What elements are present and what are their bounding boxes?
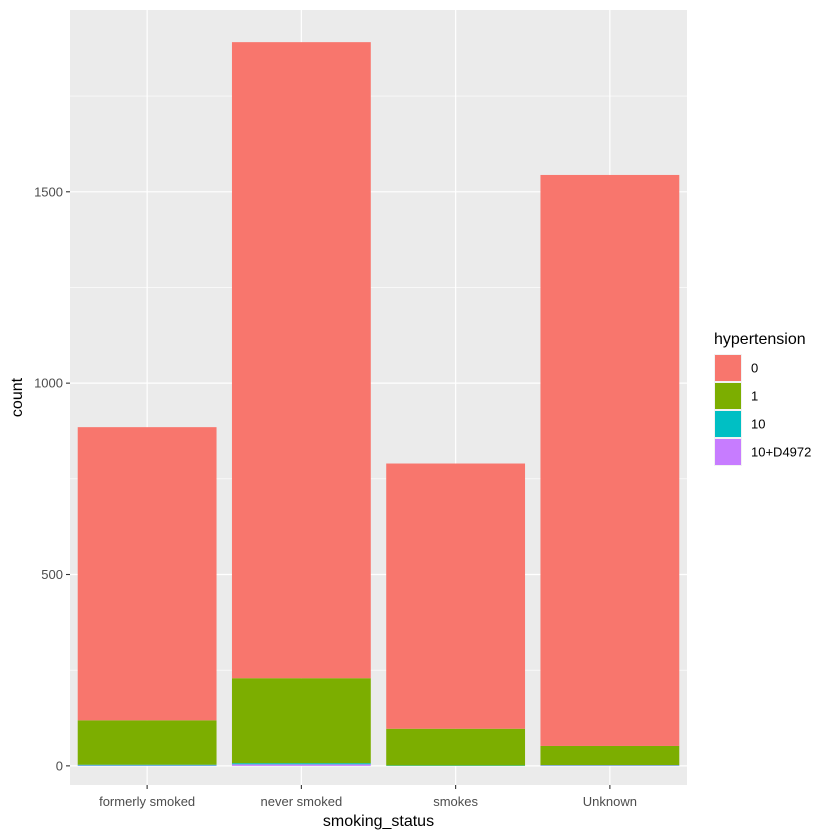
x-tick-label: Unknown bbox=[583, 794, 637, 809]
bar-segment bbox=[540, 745, 680, 766]
legend-label: 10+D4972 bbox=[751, 445, 811, 460]
x-axis: formerly smoked never smoked smokes Unknown bbox=[99, 785, 637, 809]
x-axis-title: smoking_status bbox=[323, 813, 434, 830]
bar-segment bbox=[540, 174, 680, 746]
bar-segment bbox=[231, 764, 371, 766]
legend-swatch bbox=[715, 355, 741, 381]
legend-title: hypertension bbox=[714, 331, 806, 348]
bar-segment bbox=[231, 42, 371, 679]
legend-label: 1 bbox=[751, 389, 758, 404]
legend-swatch bbox=[715, 411, 741, 437]
y-tick-label: 0 bbox=[56, 758, 63, 773]
bar-segment bbox=[231, 763, 371, 765]
bar-segment bbox=[77, 764, 217, 766]
bar-segment bbox=[386, 463, 526, 729]
bars bbox=[77, 42, 680, 766]
legend-swatch bbox=[715, 383, 741, 409]
y-tick-label: 1000 bbox=[34, 376, 63, 391]
y-tick-label: 500 bbox=[41, 567, 63, 582]
bar-segment bbox=[386, 728, 526, 766]
y-axis-title: count bbox=[9, 377, 26, 417]
x-tick-label: never smoked bbox=[261, 794, 343, 809]
legend-label: 0 bbox=[751, 361, 758, 376]
y-tick-label: 1500 bbox=[34, 184, 63, 199]
bar-segment bbox=[77, 720, 217, 765]
legend-swatch bbox=[715, 439, 741, 465]
bar-segment bbox=[77, 427, 217, 721]
bar-segment bbox=[231, 678, 371, 764]
x-tick-label: smokes bbox=[433, 794, 478, 809]
legend: hypertension 0 1 10 10+D4972 bbox=[714, 331, 811, 466]
legend-label: 10 bbox=[751, 417, 765, 432]
x-tick-label: formerly smoked bbox=[99, 794, 195, 809]
y-axis: 0 500 1000 1500 bbox=[34, 184, 70, 773]
